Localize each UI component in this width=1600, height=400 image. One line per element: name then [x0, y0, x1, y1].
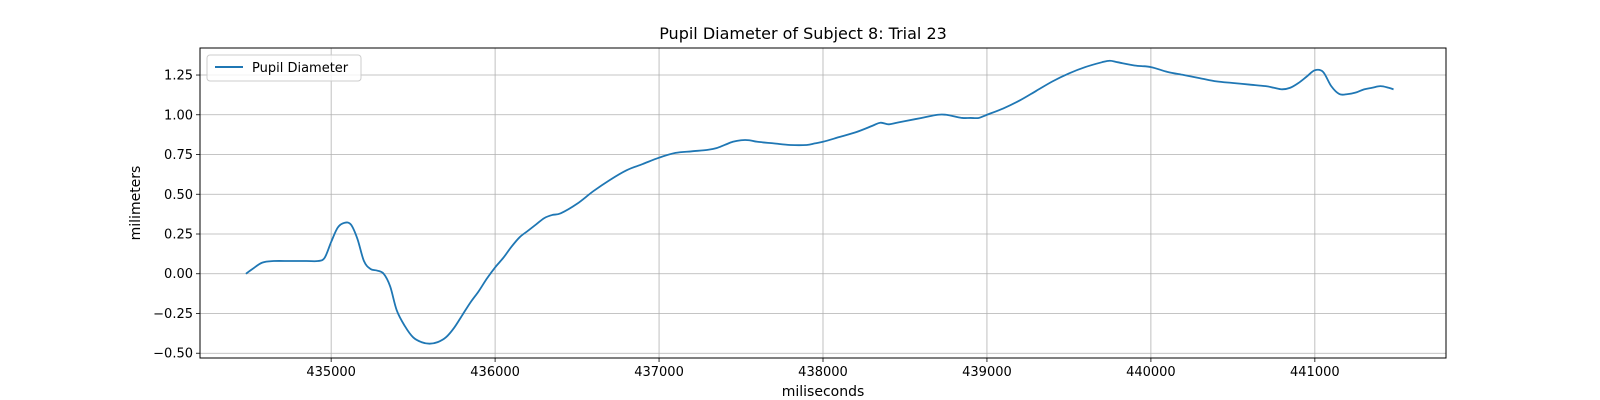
- x-tick-label: 437000: [634, 365, 684, 380]
- x-tick-label: 435000: [306, 365, 356, 380]
- x-tick-label: 441000: [1290, 365, 1340, 380]
- y-tick-label: 0.50: [164, 188, 193, 203]
- y-tick-label: 1.00: [164, 108, 193, 123]
- y-tick-label: 0.00: [164, 267, 193, 282]
- x-tick-label: 438000: [798, 365, 848, 380]
- legend-label: Pupil Diameter: [252, 61, 349, 76]
- y-axis: −0.50 −0.25 0.00 0.25 0.50 0.75 1.00 1.25: [153, 69, 200, 362]
- series-line-pupil-diameter: [245, 59, 1394, 345]
- chart-title: Pupil Diameter of Subject 8: Trial 23: [659, 24, 947, 43]
- y-tick-label: 0.75: [164, 148, 193, 163]
- y-tick-label: −0.25: [153, 307, 193, 322]
- x-tick-label: 436000: [470, 365, 520, 380]
- grid: [200, 48, 1446, 358]
- series-layer: [245, 59, 1394, 345]
- x-axis: 435000 436000 437000 438000 439000 440000 4410…: [306, 358, 1340, 380]
- legend-box: [206, 54, 362, 82]
- y-tick-label: 0.25: [164, 228, 193, 243]
- legend: Pupil Diameter: [206, 54, 362, 82]
- y-axis-title: milimeters: [128, 166, 144, 241]
- x-tick-label: 439000: [962, 365, 1012, 380]
- x-tick-label: 440000: [1126, 365, 1176, 380]
- y-tick-label: −0.50: [153, 347, 193, 362]
- x-axis-title: miliseconds: [782, 384, 865, 400]
- y-tick-label: 1.25: [164, 69, 193, 84]
